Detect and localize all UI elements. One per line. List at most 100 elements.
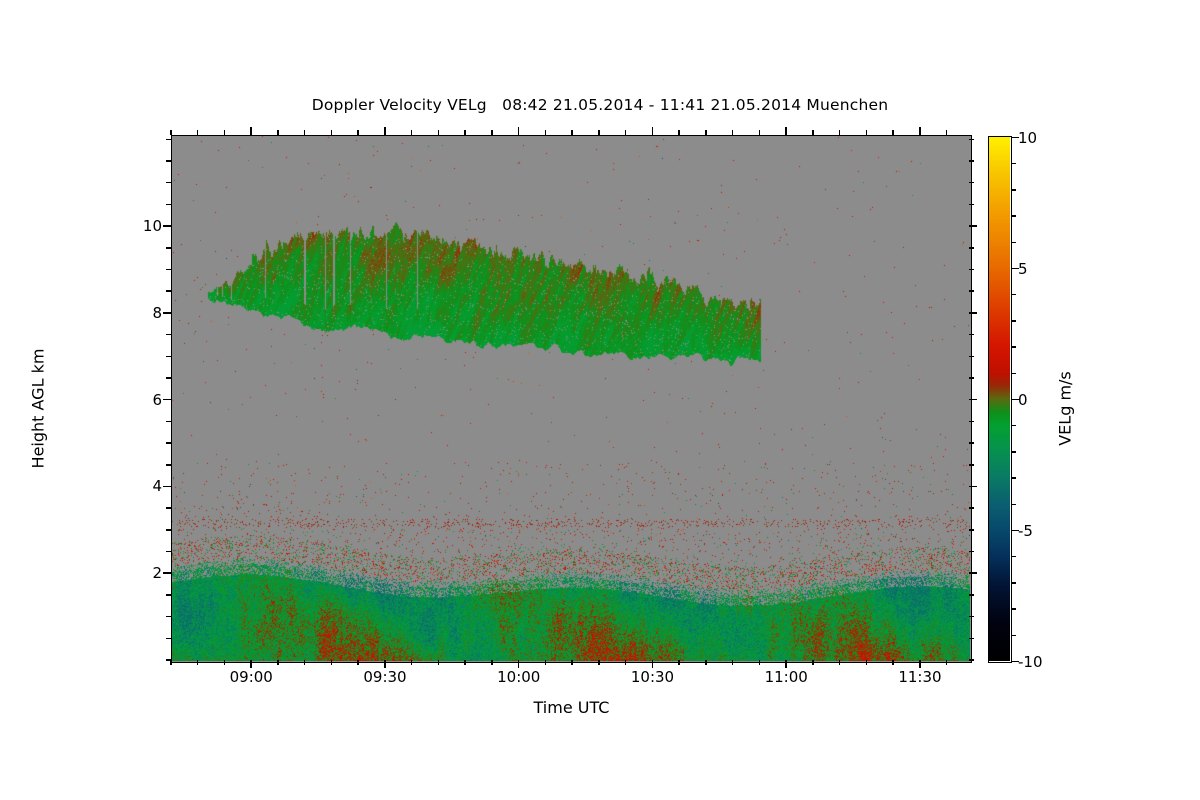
colorbar-tick-minor (1012, 503, 1016, 506)
y-tick-minor-right (969, 290, 974, 292)
y-tick-minor (166, 203, 171, 206)
y-tick-major-right (969, 225, 977, 227)
x-tick-major (517, 660, 520, 668)
x-tick-minor (357, 660, 359, 665)
x-tick-major-top (785, 127, 787, 135)
x-tick-minor-top (277, 130, 279, 135)
colorbar-tick-minor (1012, 215, 1016, 217)
y-tick-minor-right (969, 507, 974, 509)
x-tick-major-top (384, 127, 386, 135)
colorbar-tick-major (1012, 660, 1019, 663)
x-tick-minor (277, 660, 279, 665)
x-tick-minor-top (170, 130, 172, 135)
x-axis-title: Time UTC (533, 698, 610, 717)
x-tick-minor (838, 660, 841, 665)
colorbar-tick-minor (1012, 162, 1016, 165)
y-tick-major (163, 485, 171, 488)
y-tick-major (163, 312, 171, 314)
x-tick-minor (170, 660, 172, 665)
colorbar-tick-minor (1012, 424, 1016, 427)
x-tick-minor-top (330, 130, 333, 135)
x-tick-minor (865, 660, 868, 665)
colorbar-tick-minor (1012, 477, 1016, 479)
y-tick-minor (166, 594, 171, 596)
x-tick-minor (758, 660, 761, 665)
colorbar-tick-major (1012, 398, 1019, 401)
y-axis-title: Height AGL km (28, 348, 48, 469)
y-tick-minor-right (969, 529, 974, 531)
colorbar-tick-minor (1012, 320, 1016, 322)
y-tick-minor-right (969, 550, 974, 553)
x-tick-minor-top (758, 130, 761, 135)
x-tick-minor-top (196, 130, 199, 135)
y-tick-minor-right (969, 420, 974, 423)
y-tick-minor (166, 659, 171, 661)
y-tick-minor-right (969, 268, 974, 271)
x-tick-minor-top (303, 130, 306, 135)
x-tick-minor-top (357, 130, 359, 135)
y-tick-minor (166, 268, 171, 271)
y-tick-minor-right (969, 138, 974, 141)
y-tick-major-right (969, 398, 977, 401)
y-tick-minor-right (969, 594, 974, 596)
x-tick-minor-top (945, 130, 948, 135)
y-tick-minor (166, 507, 171, 509)
y-tick-minor-right (969, 659, 974, 661)
colorbar-title: VELg m/s (1055, 371, 1075, 446)
x-tick-minor-top (678, 130, 680, 135)
y-tick-minor (166, 420, 171, 423)
y-tick-minor-right (969, 615, 974, 618)
y-tick-minor-right (969, 464, 974, 466)
x-tick-minor-top (598, 130, 600, 135)
y-tick-minor (166, 247, 171, 249)
x-tick-minor (892, 660, 894, 665)
x-tick-minor (464, 660, 466, 665)
y-tick-minor-right (969, 355, 974, 358)
colorbar-tick-label: -10 (1018, 652, 1043, 671)
colorbar-tick-major (1012, 267, 1019, 270)
x-tick-minor (437, 660, 440, 665)
colorbar-tick-minor (1012, 608, 1016, 610)
colorbar-tick-major (1012, 529, 1019, 532)
x-tick-minor (571, 660, 573, 665)
y-tick-minor (166, 333, 171, 336)
y-tick-major-right (969, 312, 977, 314)
colorbar-tick-major (1012, 136, 1019, 139)
y-tick-minor (166, 138, 171, 141)
x-tick-minor (945, 660, 948, 665)
y-tick-major (163, 225, 171, 227)
colorbar-tick-minor (1012, 372, 1016, 375)
y-tick-label: 2 (152, 564, 162, 583)
x-tick-minor (598, 660, 600, 665)
colorbar[interactable] (988, 136, 1012, 663)
y-tick-minor (166, 355, 171, 358)
colorbar-gradient (989, 137, 1010, 661)
y-tick-minor-right (969, 160, 974, 162)
y-tick-major (163, 398, 171, 401)
y-tick-minor (166, 160, 171, 162)
x-tick-minor (303, 660, 306, 665)
y-tick-minor (166, 464, 171, 466)
y-tick-minor (166, 181, 171, 184)
y-tick-label: 4 (152, 477, 162, 496)
colorbar-tick-minor (1012, 293, 1016, 296)
x-tick-major (919, 660, 921, 668)
y-tick-label: 10 (142, 217, 162, 236)
y-tick-minor (166, 442, 171, 444)
x-tick-label: 10:00 (497, 668, 541, 686)
x-tick-minor (330, 660, 333, 665)
y-tick-minor-right (969, 203, 974, 206)
plot-area[interactable] (171, 135, 972, 663)
y-tick-minor-right (969, 637, 974, 640)
x-tick-label: 11:30 (898, 668, 942, 686)
colorbar-tick-minor (1012, 241, 1016, 244)
x-tick-minor (223, 660, 226, 665)
colorbar-tick-label: 5 (1018, 259, 1028, 278)
x-tick-minor (731, 660, 734, 665)
y-tick-major-right (969, 572, 977, 574)
x-tick-minor-top (731, 130, 734, 135)
y-tick-minor-right (969, 181, 974, 184)
x-tick-minor-top (705, 130, 707, 135)
x-tick-minor (410, 660, 413, 665)
x-tick-minor-top (437, 130, 440, 135)
